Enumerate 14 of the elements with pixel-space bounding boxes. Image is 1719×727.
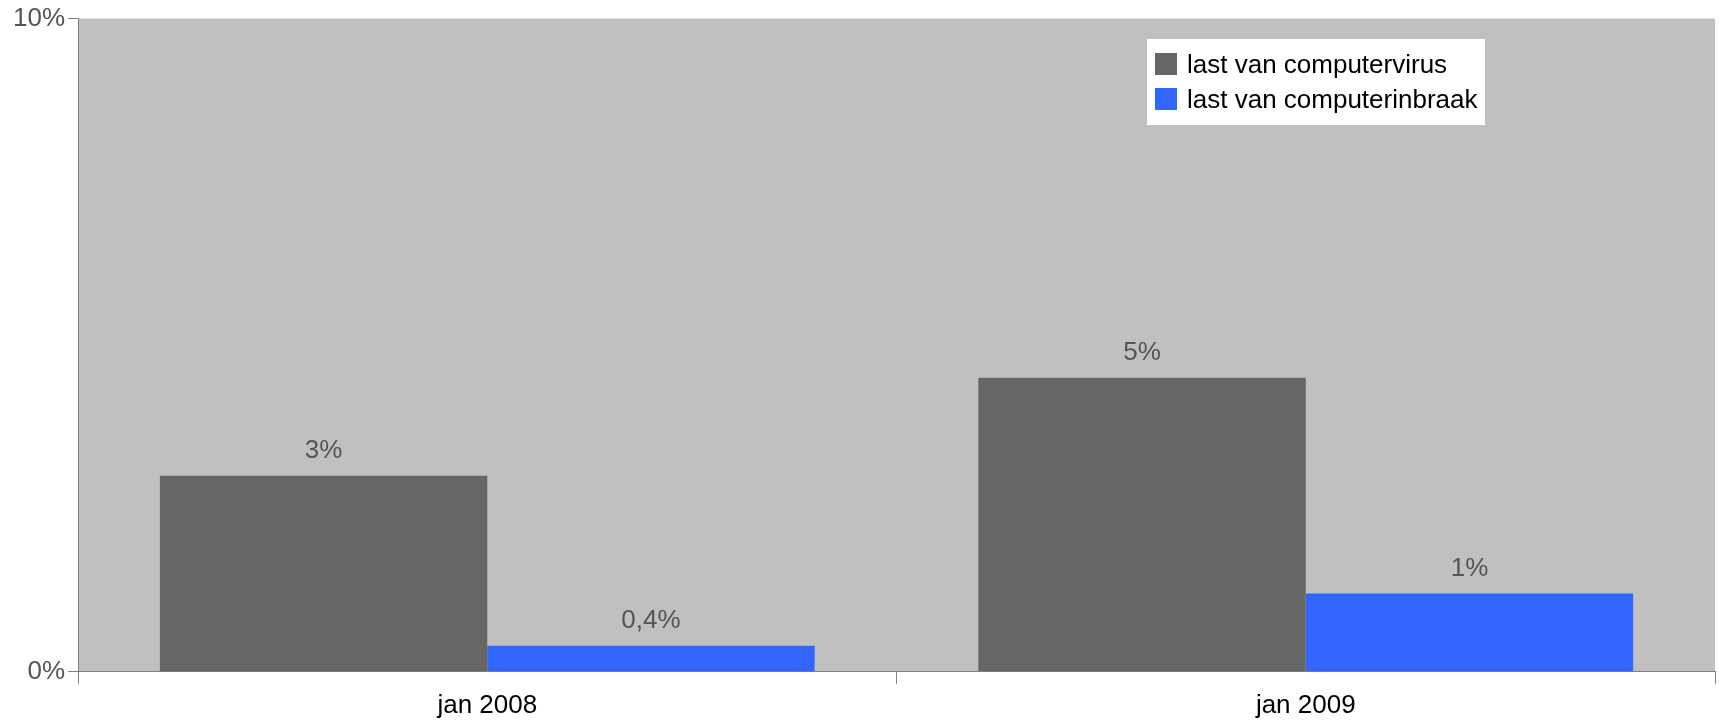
- y-tick-label: 10%: [12, 1, 66, 32]
- y-tick-label: 0%: [27, 654, 66, 685]
- data-label: 1%: [1450, 551, 1489, 582]
- legend-label: last van computervirus: [1187, 48, 1448, 80]
- bar: [978, 377, 1306, 672]
- legend-label: last van computerinbraak: [1187, 83, 1478, 115]
- x-tick-label: jan 2008: [436, 688, 538, 719]
- data-label: 3%: [304, 434, 343, 465]
- bar: [1305, 593, 1634, 672]
- bar: [487, 645, 815, 672]
- bar: [159, 475, 488, 672]
- data-label: 5%: [1123, 336, 1161, 367]
- data-label: 0,4%: [621, 603, 681, 634]
- x-tick-label: jan 2009: [1254, 688, 1356, 719]
